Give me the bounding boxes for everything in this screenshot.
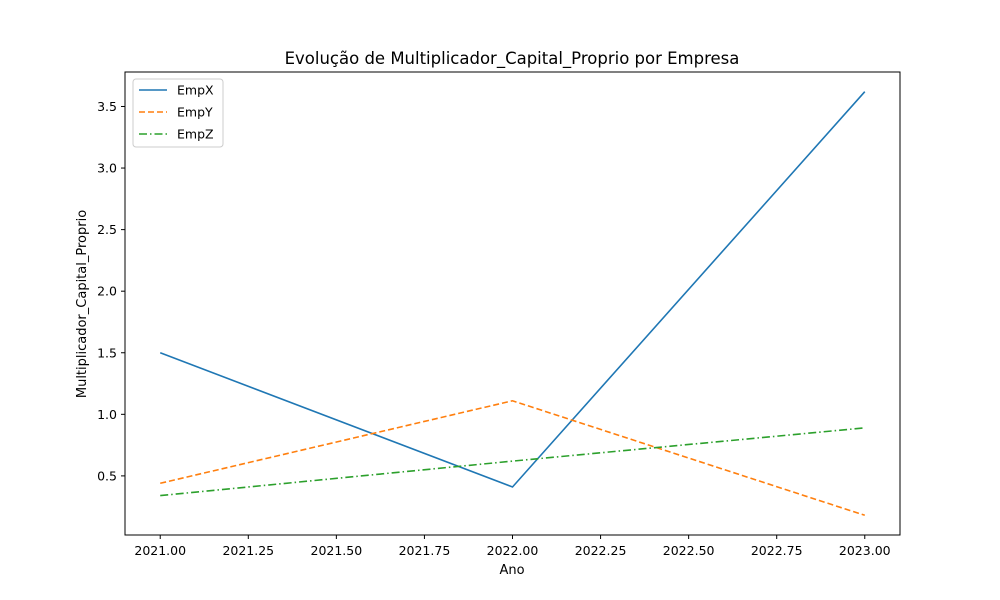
x-tick-label: 2021.50 bbox=[311, 543, 363, 558]
x-tick-label: 2021.75 bbox=[399, 543, 451, 558]
series-group bbox=[159, 91, 866, 517]
legend-label-empx: EmpX bbox=[177, 83, 214, 98]
series-line-empy bbox=[160, 399, 866, 517]
y-tick-label: 1.0 bbox=[97, 407, 117, 422]
x-axis-label: Ano bbox=[499, 563, 524, 578]
x-tick-label: 2022.00 bbox=[487, 543, 539, 558]
plot-area bbox=[124, 71, 901, 536]
y-tick-label: 1.5 bbox=[97, 345, 117, 360]
legend-label-empy: EmpY bbox=[177, 105, 213, 120]
y-tick-label: 3.5 bbox=[97, 99, 117, 114]
x-tick-label: 2022.50 bbox=[663, 543, 715, 558]
y-tick-label: 0.5 bbox=[97, 468, 117, 483]
x-tick-label: 2023.00 bbox=[839, 543, 891, 558]
legend-box bbox=[132, 78, 224, 148]
legend-label-empz: EmpZ bbox=[177, 127, 214, 142]
y-tick-label: 2.5 bbox=[97, 222, 117, 237]
x-tick-label: 2021.00 bbox=[134, 543, 186, 558]
y-tick-label: 3.0 bbox=[97, 161, 117, 176]
y-axis-label: Multiplicador_Capital_Proprio bbox=[75, 210, 90, 398]
y-tick-label: 2.0 bbox=[97, 284, 117, 299]
chart-title: Evolução de Multiplicador_Capital_Propri… bbox=[285, 49, 740, 69]
x-tick-label: 2022.75 bbox=[751, 543, 803, 558]
x-tick-label: 2022.25 bbox=[575, 543, 627, 558]
x-axis: 2021.00 2021.25 2021.50 2021.75 2022.00 2022.… bbox=[134, 535, 891, 558]
plot-frame bbox=[124, 71, 901, 536]
series-line-empx bbox=[159, 91, 866, 488]
x-tick-label: 2021.25 bbox=[222, 543, 274, 558]
legend: EmpX EmpY EmpZ bbox=[132, 78, 224, 148]
series-line-empz bbox=[160, 427, 865, 497]
y-axis: 0.5 1.0 1.5 2.0 2.5 3.0 3.5 bbox=[97, 99, 125, 483]
